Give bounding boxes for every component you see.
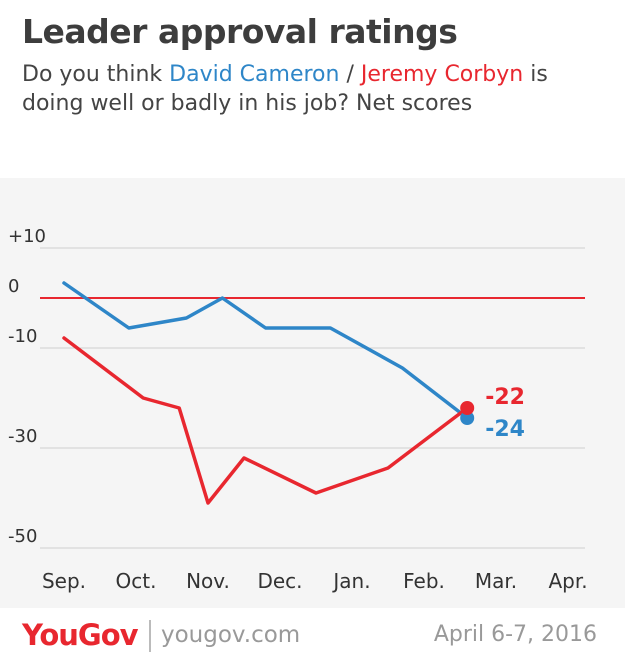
footer-divider xyxy=(149,620,151,652)
chart-subtitle: Do you think David Cameron / Jeremy Corb… xyxy=(22,60,603,118)
series-line-corbyn xyxy=(62,336,469,505)
x-tick-label: Apr. xyxy=(548,569,587,593)
footer-date: April 6-7, 2016 xyxy=(433,622,597,647)
yougov-logo: YouGov xyxy=(22,618,139,652)
y-tick-label: +10 xyxy=(8,226,46,247)
y-tick-label: -10 xyxy=(8,326,37,347)
chart-plot-area: +10 0 -10 -30 -50 Sep. Oct. Nov. Dec. Jan. Feb. Mar… xyxy=(0,178,625,608)
series-line-cameron xyxy=(62,281,469,420)
x-tick-label: Feb. xyxy=(403,569,445,593)
end-label-corbyn: -22 xyxy=(485,385,525,410)
legend-cameron: David Cameron xyxy=(169,62,340,87)
end-point-cameron xyxy=(460,411,475,425)
x-tick-label: Dec. xyxy=(257,569,302,593)
subtitle-question-start: Do you think xyxy=(22,62,170,87)
subtitle-separator: / xyxy=(339,62,361,87)
y-tick-label: -30 xyxy=(8,426,37,447)
line-chart: +10 0 -10 -30 -50 Sep. Oct. Nov. Dec. Jan. Feb. Mar… xyxy=(8,226,588,593)
x-tick-label: Mar. xyxy=(475,569,517,593)
y-tick-label: 0 xyxy=(8,276,19,297)
end-point-corbyn xyxy=(460,401,475,415)
x-tick-label: Jan. xyxy=(331,569,370,593)
legend-corbyn: Jeremy Corbyn xyxy=(360,62,524,87)
footer-site: yougov.com xyxy=(161,622,301,648)
chart-header: Leader approval ratings Do you think Dav… xyxy=(0,0,625,178)
subtitle-question-end: is doing well or badly in his job? Net s… xyxy=(22,62,548,116)
y-tick-label: -50 xyxy=(8,526,37,547)
x-tick-label: Nov. xyxy=(186,569,230,593)
end-label-cameron: -24 xyxy=(485,417,525,442)
chart-title: Leader approval ratings xyxy=(22,12,458,51)
x-tick-label: Oct. xyxy=(116,569,157,593)
x-tick-label: Sep. xyxy=(42,569,86,593)
footer: YouGov yougov.com April 6-7, 2016 xyxy=(0,608,625,660)
